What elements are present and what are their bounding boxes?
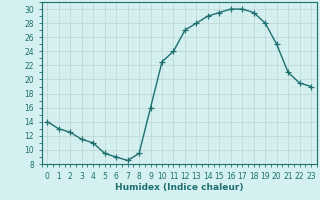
X-axis label: Humidex (Indice chaleur): Humidex (Indice chaleur) (115, 183, 244, 192)
